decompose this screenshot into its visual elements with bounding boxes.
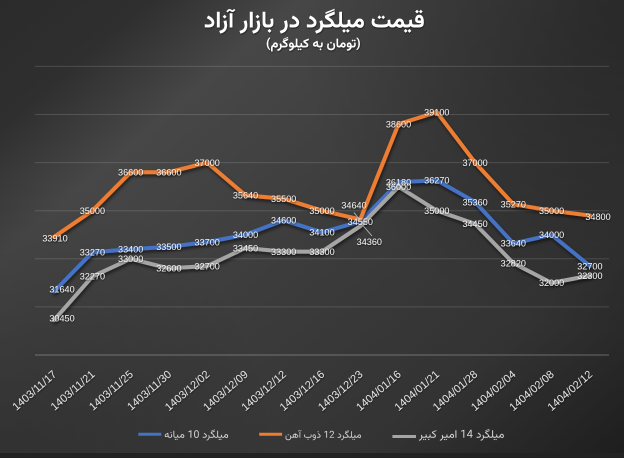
svg-text:32700: 32700	[577, 261, 602, 271]
svg-text:33270: 33270	[80, 248, 105, 258]
svg-text:32000: 32000	[539, 278, 564, 288]
svg-text:38600: 38600	[386, 119, 411, 129]
svg-text:33450: 33450	[233, 243, 258, 253]
svg-text:35360: 35360	[462, 197, 487, 207]
svg-text:35000: 35000	[80, 206, 105, 216]
svg-text:32270: 32270	[80, 272, 105, 282]
svg-text:36600: 36600	[118, 168, 143, 178]
svg-text:36180: 36180	[386, 178, 411, 188]
svg-text:34600: 34600	[271, 216, 296, 226]
svg-text:35000: 35000	[539, 206, 564, 216]
svg-text:33300: 33300	[309, 247, 334, 257]
svg-text:32700: 32700	[195, 261, 220, 271]
svg-text:36000: 36000	[386, 182, 411, 192]
svg-text:34640: 34640	[341, 201, 366, 211]
svg-text:34000: 34000	[539, 230, 564, 240]
svg-text:34450: 34450	[462, 219, 487, 229]
svg-text:32300: 32300	[577, 271, 602, 281]
svg-text:33700: 33700	[195, 237, 220, 247]
svg-text:31640: 31640	[49, 284, 74, 294]
svg-text:37000: 37000	[462, 158, 487, 168]
svg-text:33500: 33500	[156, 242, 181, 252]
svg-text:33000: 33000	[118, 254, 143, 264]
svg-text:32820: 32820	[501, 258, 526, 268]
svg-text:37000: 37000	[195, 158, 220, 168]
svg-text:34550: 34550	[348, 217, 373, 227]
svg-text:34800: 34800	[585, 212, 610, 222]
svg-text:35500: 35500	[271, 194, 296, 204]
svg-text:34360: 34360	[357, 237, 382, 247]
svg-text:35270: 35270	[501, 200, 526, 210]
svg-text:34100: 34100	[309, 228, 334, 238]
svg-text:33300: 33300	[271, 247, 296, 257]
svg-text:36600: 36600	[156, 168, 181, 178]
svg-text:33400: 33400	[118, 245, 143, 255]
svg-text:35000: 35000	[424, 206, 449, 216]
svg-text:33640: 33640	[501, 239, 526, 249]
svg-text:33910: 33910	[42, 234, 67, 244]
svg-text:35000: 35000	[309, 206, 334, 216]
svg-text:34000: 34000	[233, 230, 258, 240]
svg-text:36270: 36270	[424, 176, 449, 186]
svg-text:35640: 35640	[233, 191, 258, 201]
svg-text:39100: 39100	[424, 107, 449, 117]
svg-text:30450: 30450	[49, 313, 74, 323]
svg-text:32600: 32600	[156, 264, 181, 274]
